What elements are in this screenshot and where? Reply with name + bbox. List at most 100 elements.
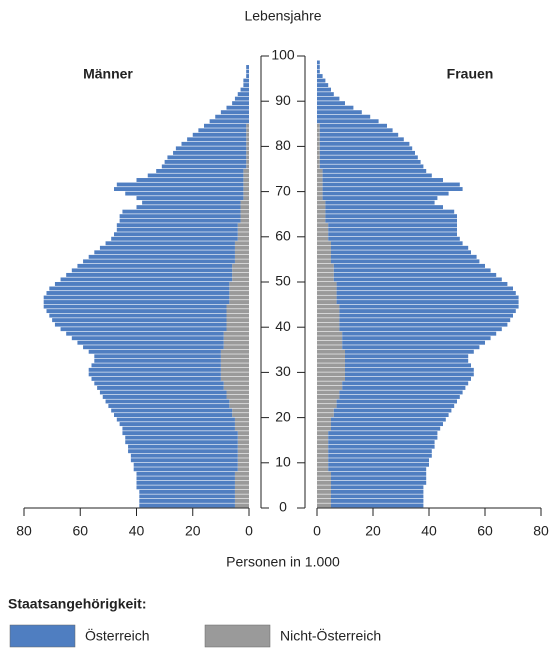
bar-right [319,137,404,142]
bar-right [328,467,427,472]
bar-right [317,268,334,273]
bar-left [243,178,249,182]
bar-right [325,214,457,219]
bar-left [226,105,249,110]
bar-left [192,132,247,137]
bar-right [336,404,455,408]
bar-left [229,404,249,408]
bar-right [317,304,340,309]
bar-right [317,385,343,390]
bar-left [43,304,227,309]
bar-left [116,182,244,187]
bar-left [88,254,235,259]
bar-right [345,349,474,354]
bar-left [240,209,249,214]
bar-left [237,458,249,463]
bar-right [325,200,435,205]
bar-right [317,191,323,196]
bar-left [77,340,224,345]
bar-left [243,83,249,88]
bar-right [331,480,427,485]
bar-right [317,422,331,427]
bar-right [317,259,331,264]
bar-left [161,164,247,169]
bar-left [223,385,249,390]
bar-right [328,440,435,445]
bar-left [226,327,249,332]
bar-right [317,381,343,386]
bar-left [232,277,249,282]
bar-right [333,408,452,413]
bar-right [317,291,337,295]
bar-right [317,471,331,476]
bar-right [317,331,343,336]
bar-left [240,87,249,92]
bar-right [339,313,513,318]
bar-left [229,399,249,404]
bar-right [322,173,432,178]
bar-right [345,372,474,377]
bar-right [331,245,469,250]
bar-right [317,282,337,286]
x-tick-label: 80 [533,523,549,539]
bar-right [317,132,320,137]
bar-right [342,381,469,386]
bar-left [226,395,249,399]
bar-left [246,141,249,146]
bar-right [317,489,331,494]
bar-right [328,458,429,463]
bar-right [317,146,320,151]
bar-right [328,227,457,232]
bar-left [240,200,249,205]
bar-left [164,159,247,164]
bar-right [319,128,393,133]
bar-left [52,318,227,323]
bar-left [243,78,249,83]
bar-left [83,345,224,350]
bar-left [54,282,230,286]
bar-left [66,272,233,277]
bar-right [317,65,320,69]
bar-left [243,191,249,196]
bar-left [246,65,249,69]
bar-left [94,358,221,363]
bar-left [220,367,249,372]
bar-left [116,417,235,422]
bar-right [328,462,429,467]
bar-left [60,277,233,282]
bar-right [319,123,387,128]
bar-left [49,286,230,291]
legend-label: Österreich [85,627,150,644]
y-tick-label: 60 [275,228,291,244]
bar-right [317,467,329,472]
bar-right [317,295,337,300]
bar-right [331,241,463,246]
bar-right [317,286,337,291]
bar-left [240,214,249,219]
bar-left [237,467,249,472]
bar-right [322,187,463,191]
bar-left [111,236,238,241]
bar-left [128,444,238,449]
y-tick-label: 40 [275,318,291,334]
bar-right [317,462,329,467]
x-tick-label: 40 [421,523,437,539]
bar-right [339,390,463,395]
bar-left [234,241,249,246]
y-tick-label: 100 [271,47,295,63]
bar-right [322,191,449,196]
bar-left [234,254,249,259]
bar-left [156,169,244,173]
bar-left [237,435,249,440]
bar-right [317,114,371,119]
bar-right [317,214,326,219]
bar-right [317,358,345,363]
bar-left [43,300,230,304]
bar-right [317,178,323,182]
bar-left [243,182,249,187]
bar-left [234,417,249,422]
bar-right [339,304,519,309]
bar-right [331,471,427,476]
bar-left [232,268,249,273]
bar-right [317,395,340,399]
